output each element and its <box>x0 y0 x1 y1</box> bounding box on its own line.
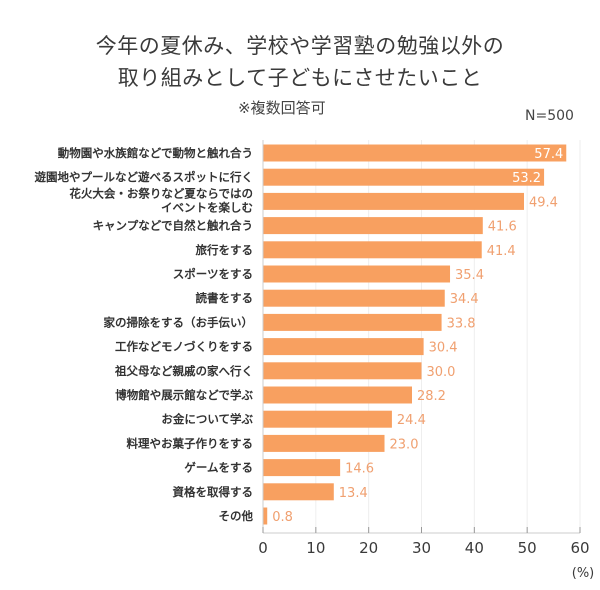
category-label-12: 料理やお菓子作りをする <box>127 436 254 450</box>
category-label-14: 資格を取得する <box>173 485 254 499</box>
value-label-12: 23.0 <box>390 437 419 452</box>
bar-9 <box>263 362 422 380</box>
value-label-6: 34.4 <box>450 292 479 307</box>
bar-6 <box>263 289 445 307</box>
x-tick-label-40: 40 <box>465 539 484 557</box>
category-label-2-line-1: イベントを楽しむ <box>161 200 253 214</box>
bar-12 <box>263 434 385 452</box>
category-label-6: 読書をする <box>196 291 254 305</box>
value-label-15: 0.8 <box>272 510 293 525</box>
category-label-3: キャンプなどで自然と触れ合う <box>93 219 253 233</box>
bar-14 <box>263 483 334 501</box>
value-label-14: 13.4 <box>339 486 368 501</box>
value-label-9: 30.0 <box>427 365 456 380</box>
category-label-11: お金について学ぶ <box>161 412 253 426</box>
value-label-13: 14.6 <box>345 462 374 477</box>
category-label-7: 家の掃除をする（お手伝い） <box>104 315 254 329</box>
category-label-2-line-0: 花火大会・お祭りなど夏ならではの <box>69 186 253 200</box>
value-label-7: 33.8 <box>447 316 476 331</box>
bar-11 <box>263 410 392 428</box>
x-axis-unit-label: (%) <box>572 566 595 581</box>
chart-title-line-1: 今年の夏休み、学校や学習塾の勉強以外の <box>95 34 505 58</box>
category-label-8: 工作などモノづくりをする <box>115 340 253 354</box>
x-tick-label-30: 30 <box>412 539 431 557</box>
category-label-4: 旅行をする <box>196 243 254 257</box>
bar-5 <box>263 265 451 283</box>
category-label-2: 花火大会・お祭りなど夏ならではのイベントを楽しむ <box>69 186 253 214</box>
category-label-5: スポーツをする <box>173 267 253 281</box>
x-tick-label-60: 60 <box>570 539 589 557</box>
value-label-11: 24.4 <box>397 413 426 428</box>
value-label-4: 41.4 <box>487 244 516 259</box>
category-label-1: 遊園地やプールなど遊べるスポットに行く <box>35 170 254 184</box>
category-label-0: 動物園や水族館などで動物と触れ合う <box>58 146 253 160</box>
category-label-9: 祖父母など親戚の家へ行く <box>114 364 253 378</box>
category-label-15: その他 <box>219 509 254 523</box>
x-tick-label-20: 20 <box>359 539 378 557</box>
value-label-10: 28.2 <box>417 389 446 404</box>
bar-4 <box>263 241 482 259</box>
category-label-13: ゲームをする <box>184 461 253 475</box>
value-label-8: 30.4 <box>429 341 458 356</box>
bar-15 <box>263 507 268 525</box>
value-label-2: 49.4 <box>529 195 558 210</box>
sample-size-label: N=500 <box>525 108 574 124</box>
chart-title-line-2: 取り組みとして子どもにさせたいこと <box>117 66 483 90</box>
bar-13 <box>263 459 341 477</box>
category-label-10: 博物館や展示館などで学ぶ <box>115 388 253 402</box>
x-tick-label-0: 0 <box>258 539 268 557</box>
bar-10 <box>263 386 412 404</box>
bar-0 <box>263 144 567 162</box>
x-tick-label-10: 10 <box>306 539 325 557</box>
bar-3 <box>263 217 483 235</box>
value-label-3: 41.6 <box>488 220 517 235</box>
bar-8 <box>263 338 424 356</box>
value-label-1: 53.2 <box>512 171 541 186</box>
bar-7 <box>263 313 442 331</box>
x-tick-label-50: 50 <box>518 539 537 557</box>
bar-2 <box>263 192 524 210</box>
bar-1 <box>263 168 545 186</box>
value-label-5: 35.4 <box>455 268 484 283</box>
value-label-0: 57.4 <box>534 147 563 162</box>
chart-subtitle: ※複数回答可 <box>238 99 326 117</box>
